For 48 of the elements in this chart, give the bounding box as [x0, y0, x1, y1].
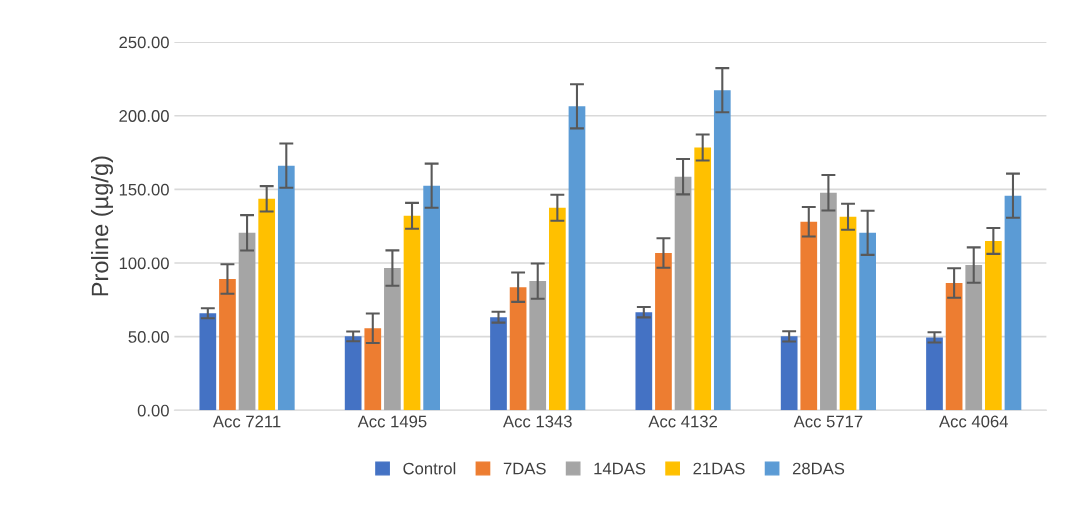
- x-tick-label: Acc 5717: [793, 415, 863, 428]
- bar: [529, 281, 547, 411]
- bar: [945, 283, 963, 411]
- bar: [713, 90, 731, 411]
- bar: [1004, 195, 1022, 411]
- bar: [364, 328, 382, 411]
- bar: [219, 279, 236, 411]
- bar: [238, 232, 256, 411]
- x-tick-label: Acc 1495: [357, 415, 427, 428]
- bar: [423, 185, 440, 411]
- bar: [384, 268, 401, 411]
- legend-label: 28DAS: [792, 462, 845, 475]
- bar: [926, 337, 943, 411]
- y-tick-label: 100.00: [119, 257, 169, 270]
- bar: [694, 147, 712, 411]
- x-tick-label: Acc 4132: [648, 415, 717, 428]
- bar: [258, 198, 276, 411]
- bar: [965, 265, 983, 411]
- bar: [800, 221, 818, 411]
- legend-label: Control: [403, 462, 456, 475]
- bar: [568, 106, 586, 411]
- y-tick-label: 250.00: [119, 36, 169, 49]
- legend-label: 7DAS: [503, 462, 546, 475]
- bar: [509, 287, 527, 411]
- bar: [403, 215, 421, 411]
- y-tick-label: 50.00: [128, 331, 169, 343]
- legend-label: 14DAS: [594, 462, 646, 475]
- bar: [277, 165, 295, 411]
- bar: [635, 312, 653, 411]
- bar: [549, 207, 566, 411]
- bar: [344, 336, 362, 411]
- legend-label: 21DAS: [693, 462, 745, 475]
- y-tick-label: 200.00: [119, 110, 169, 122]
- bar: [674, 176, 692, 411]
- bar: [780, 336, 798, 411]
- y-tick-label: 0.00: [137, 404, 169, 417]
- bar: [655, 252, 672, 411]
- x-tick-label: Acc 7211: [212, 415, 281, 428]
- bar: [820, 192, 837, 411]
- bar: [839, 216, 857, 411]
- bar: [490, 317, 507, 411]
- bar: [859, 232, 876, 411]
- x-tick-label: Acc 4064: [939, 415, 1008, 428]
- bar: [985, 240, 1002, 411]
- y-axis-title: Proline (µg/g): [91, 156, 114, 296]
- y-tick-label: 150.00: [119, 183, 169, 196]
- bar: [199, 313, 217, 411]
- x-tick-label: Acc 1343: [503, 415, 572, 428]
